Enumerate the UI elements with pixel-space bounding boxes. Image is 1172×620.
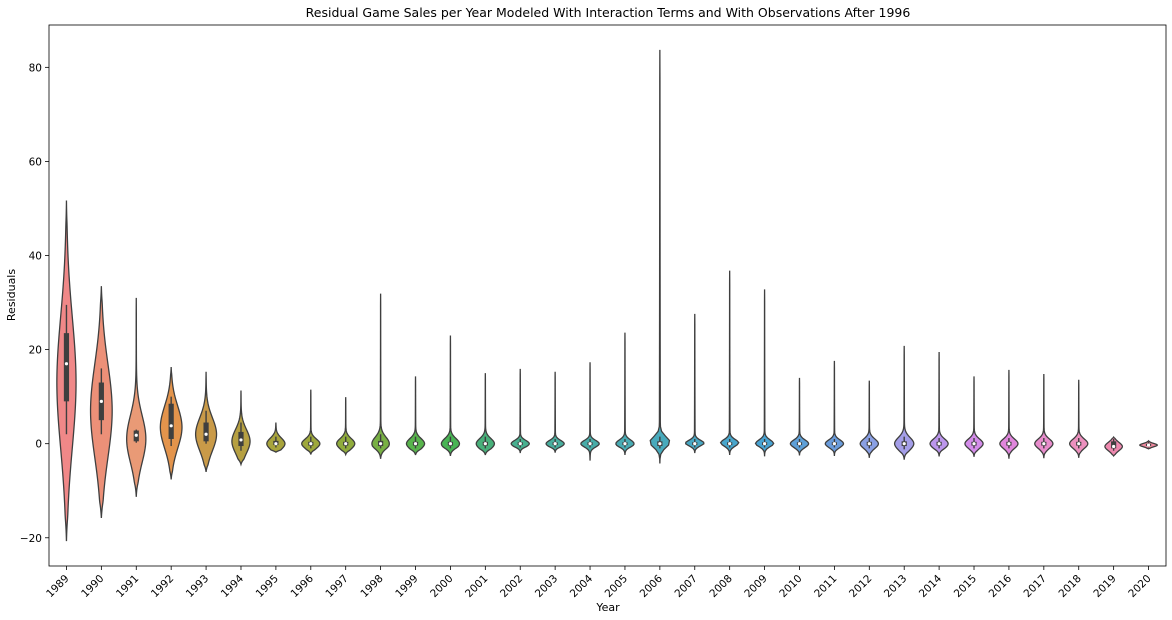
median-2006 [658, 442, 662, 446]
median-1999 [413, 442, 418, 446]
y-axis-title: Residuals [5, 269, 18, 321]
violin-2008 [719, 270, 740, 456]
median-1998 [379, 442, 383, 446]
median-2017 [1042, 442, 1046, 446]
violin-2009 [754, 289, 775, 457]
violin-2016 [999, 369, 1019, 459]
median-1991 [134, 433, 138, 437]
median-1990 [99, 399, 103, 403]
axes-frame [48, 24, 1167, 567]
median-2004 [588, 442, 592, 446]
median-1993 [204, 432, 208, 436]
violin-2000 [440, 335, 461, 457]
median-2019 [1112, 444, 1116, 449]
box-2019 [1111, 441, 1117, 449]
violin-1999 [405, 376, 426, 456]
violin-2011 [824, 360, 845, 456]
violin-2018 [1069, 379, 1089, 458]
y-axis: −20 0 20 40 60 80 [20, 62, 49, 545]
median-1996 [309, 442, 313, 446]
median-2003 [553, 442, 557, 446]
median-2010 [797, 442, 802, 446]
violin-2017 [1034, 374, 1054, 459]
violin-2004 [580, 362, 600, 461]
violin-2013 [893, 345, 915, 460]
violin-2015 [964, 376, 984, 457]
violin-1991 [126, 297, 147, 497]
median-2012 [867, 442, 871, 446]
violin-2007 [684, 313, 705, 454]
median-2016 [1007, 442, 1011, 446]
y-tick-label: 0 [35, 439, 42, 451]
violin-2005 [615, 332, 635, 456]
y-tick-label: 60 [29, 156, 42, 168]
y-tick-label: 40 [29, 251, 42, 263]
violin-1997 [335, 397, 356, 457]
median-1989 [64, 362, 69, 366]
median-2007 [693, 442, 697, 446]
median-1997 [344, 442, 348, 446]
y-tick-label: 20 [29, 345, 42, 357]
violin-2010 [789, 377, 810, 456]
x-axis-title: Year [595, 601, 620, 614]
median-2013 [902, 442, 906, 446]
median-2014 [937, 442, 941, 446]
violin-2002 [510, 368, 531, 454]
median-2015 [972, 442, 976, 446]
box-1992 [168, 403, 174, 439]
median-2001 [483, 442, 487, 446]
violin-2003 [545, 371, 565, 453]
box-1989 [63, 333, 70, 402]
median-1992 [169, 424, 173, 428]
median-2008 [728, 442, 732, 446]
violin-1998 [371, 293, 390, 459]
y-tick-label: −20 [20, 533, 42, 545]
median-2020 [1146, 443, 1151, 447]
median-2018 [1077, 442, 1081, 446]
violin-2006 [649, 49, 671, 464]
median-1994 [239, 438, 243, 442]
median-2002 [518, 442, 522, 446]
plot-area [56, 49, 1158, 542]
violin-2012 [859, 380, 880, 458]
box-1993 [203, 422, 209, 442]
chart-title: Residual Game Sales per Year Modeled Wit… [306, 5, 911, 20]
y-tick-label: 80 [29, 62, 42, 74]
violin-2014 [929, 351, 949, 457]
violin-2001 [475, 373, 496, 456]
median-1995 [274, 442, 278, 446]
median-2011 [832, 442, 836, 446]
median-2000 [448, 442, 453, 446]
median-2005 [623, 442, 627, 446]
median-2009 [762, 442, 767, 446]
violin-1996 [301, 389, 321, 455]
